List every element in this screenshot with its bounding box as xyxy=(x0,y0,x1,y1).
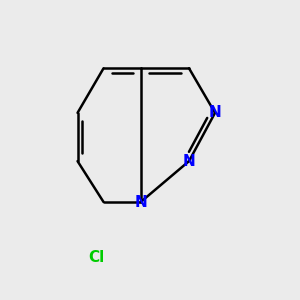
Text: N: N xyxy=(208,105,221,120)
Text: N: N xyxy=(183,154,195,169)
Text: Cl: Cl xyxy=(88,250,104,265)
Text: N: N xyxy=(134,194,147,209)
